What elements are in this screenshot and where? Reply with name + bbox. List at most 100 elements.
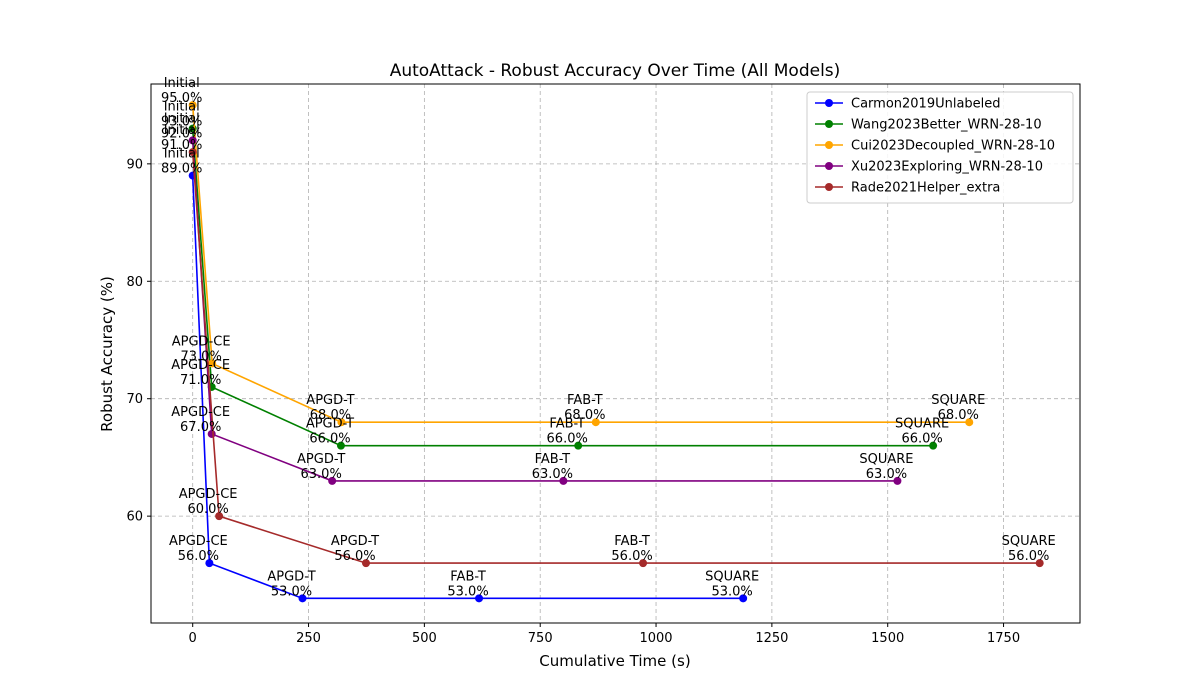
point-value-label: 66.0% (547, 432, 588, 447)
point-stage-label: APGD-CE (171, 358, 230, 373)
point-value-label: 66.0% (901, 432, 942, 447)
y-tick-label: 60 (126, 510, 143, 525)
y-axis-label: Robust Accuracy (%) (98, 276, 116, 432)
y-tick-label: 90 (126, 157, 143, 172)
point-value-label: 56.0% (1008, 549, 1049, 564)
data-point (328, 476, 337, 485)
point-stage-label: SQUARE (859, 452, 913, 467)
point-value-label: 63.0% (301, 467, 342, 482)
point-value-label: 53.0% (271, 584, 312, 599)
point-stage-label: APGD-CE (172, 334, 231, 349)
data-point (188, 136, 197, 145)
data-point (639, 559, 648, 568)
point-value-label: 60.0% (187, 502, 228, 517)
data-point (215, 512, 224, 521)
legend-label: Xu2023Exploring_WRN-28-10 (851, 160, 1043, 175)
plot-area-frame (150, 83, 1081, 624)
x-tick-label: 250 (296, 631, 321, 646)
point-stage-label: APGD-T (267, 569, 315, 584)
data-point (188, 101, 197, 110)
point-value-label: 68.0% (938, 408, 979, 423)
data-point (298, 594, 307, 603)
point-value-label: 63.0% (532, 467, 573, 482)
point-stage-label: APGD-CE (171, 405, 230, 420)
point-value-label: 53.0% (447, 584, 488, 599)
point-stage-label: SQUARE (1002, 534, 1056, 549)
point-stage-label: SQUARE (705, 569, 759, 584)
legend-marker (825, 162, 833, 170)
legend-marker (825, 120, 833, 128)
point-stage-label: APGD-T (297, 452, 345, 467)
data-point (208, 359, 217, 368)
x-tick-label: 1500 (871, 631, 904, 646)
point-value-label: 91.0% (161, 138, 202, 153)
chart-title: AutoAttack - Robust Accuracy Over Time (… (390, 61, 841, 81)
data-point (965, 418, 974, 427)
point-stage-label: APGD-CE (169, 534, 228, 549)
y-tick-label: 70 (126, 392, 143, 407)
point-stage-label: APGD-T (306, 417, 354, 432)
point-stage-label: FAB-T (450, 569, 486, 584)
data-point (475, 594, 484, 603)
point-value-label: 56.0% (334, 549, 375, 564)
series-cui2023decoupled-wrn-28-10 (188, 101, 974, 427)
data-point (574, 441, 583, 450)
point-stage-label: Initial (164, 123, 200, 138)
legend-label: Wang2023Better_WRN-28-10 (851, 118, 1042, 133)
y-axis-ticks: 60 70 80 90 (126, 157, 151, 525)
point-value-label: 73.0% (181, 349, 222, 364)
data-point (361, 559, 370, 568)
x-tick-label: 0 (189, 631, 197, 646)
legend-box (806, 91, 1074, 204)
point-stage-label: Initial (164, 147, 200, 162)
point-value-label: 56.0% (611, 549, 652, 564)
point-stage-label: Initial (164, 76, 200, 91)
point-value-label: 92.0% (161, 126, 202, 141)
series-rade2021helper-extra (188, 148, 1044, 568)
data-point (1035, 559, 1044, 568)
data-point (739, 594, 748, 603)
point-value-label: 68.0% (310, 408, 351, 423)
x-tick-label: 750 (528, 631, 553, 646)
data-point (337, 418, 346, 427)
legend: Carmon2019Unlabeled Wang2023Better_WRN-28… (806, 91, 1074, 204)
x-tick-label: 1750 (987, 631, 1020, 646)
point-stage-label: FAB-T (614, 534, 650, 549)
point-value-label: 66.0% (309, 432, 350, 447)
point-value-label: 68.0% (564, 408, 605, 423)
data-point (205, 559, 214, 568)
point-value-label: 67.0% (180, 420, 221, 435)
grid (151, 84, 1080, 623)
legend-marker (825, 183, 833, 191)
y-tick-label: 80 (126, 275, 143, 290)
x-axis-label: Cumulative Time (s) (539, 652, 690, 670)
legend-label: Carmon2019Unlabeled (851, 97, 1001, 112)
point-value-label: 56.0% (178, 549, 219, 564)
point-value-label: 89.0% (161, 162, 202, 177)
data-point (559, 476, 568, 485)
point-stage-label: FAB-T (567, 393, 603, 408)
x-axis-ticks: 0 250 500 750 1000 1250 1500 1750 (189, 623, 1020, 646)
data-point (893, 476, 902, 485)
point-stage-label: APGD-T (306, 393, 354, 408)
data-point (188, 148, 197, 157)
series-layer (188, 101, 1044, 603)
point-stage-label: FAB-T (549, 417, 585, 432)
point-stage-label: SQUARE (895, 417, 949, 432)
data-point (336, 441, 345, 450)
x-tick-label: 1250 (755, 631, 788, 646)
data-point (591, 418, 600, 427)
point-value-label: 63.0% (866, 467, 907, 482)
x-tick-label: 1000 (639, 631, 672, 646)
point-value-label: 71.0% (180, 373, 221, 388)
point-value-label: 95.0% (161, 91, 202, 106)
point-stage-label: Initial (164, 100, 200, 115)
legend-label: Rade2021Helper_extra (851, 181, 1000, 196)
point-labels-layer: Initial89.0%APGD-CE56.0%APGD-T53.0%FAB-T… (161, 76, 1056, 599)
point-value-label: 53.0% (711, 584, 752, 599)
legend-marker (825, 99, 833, 107)
point-stage-label: SQUARE (931, 393, 985, 408)
point-stage-label: Initial (164, 111, 200, 126)
legend-label: Cui2023Decoupled_WRN-28-10 (851, 139, 1055, 154)
